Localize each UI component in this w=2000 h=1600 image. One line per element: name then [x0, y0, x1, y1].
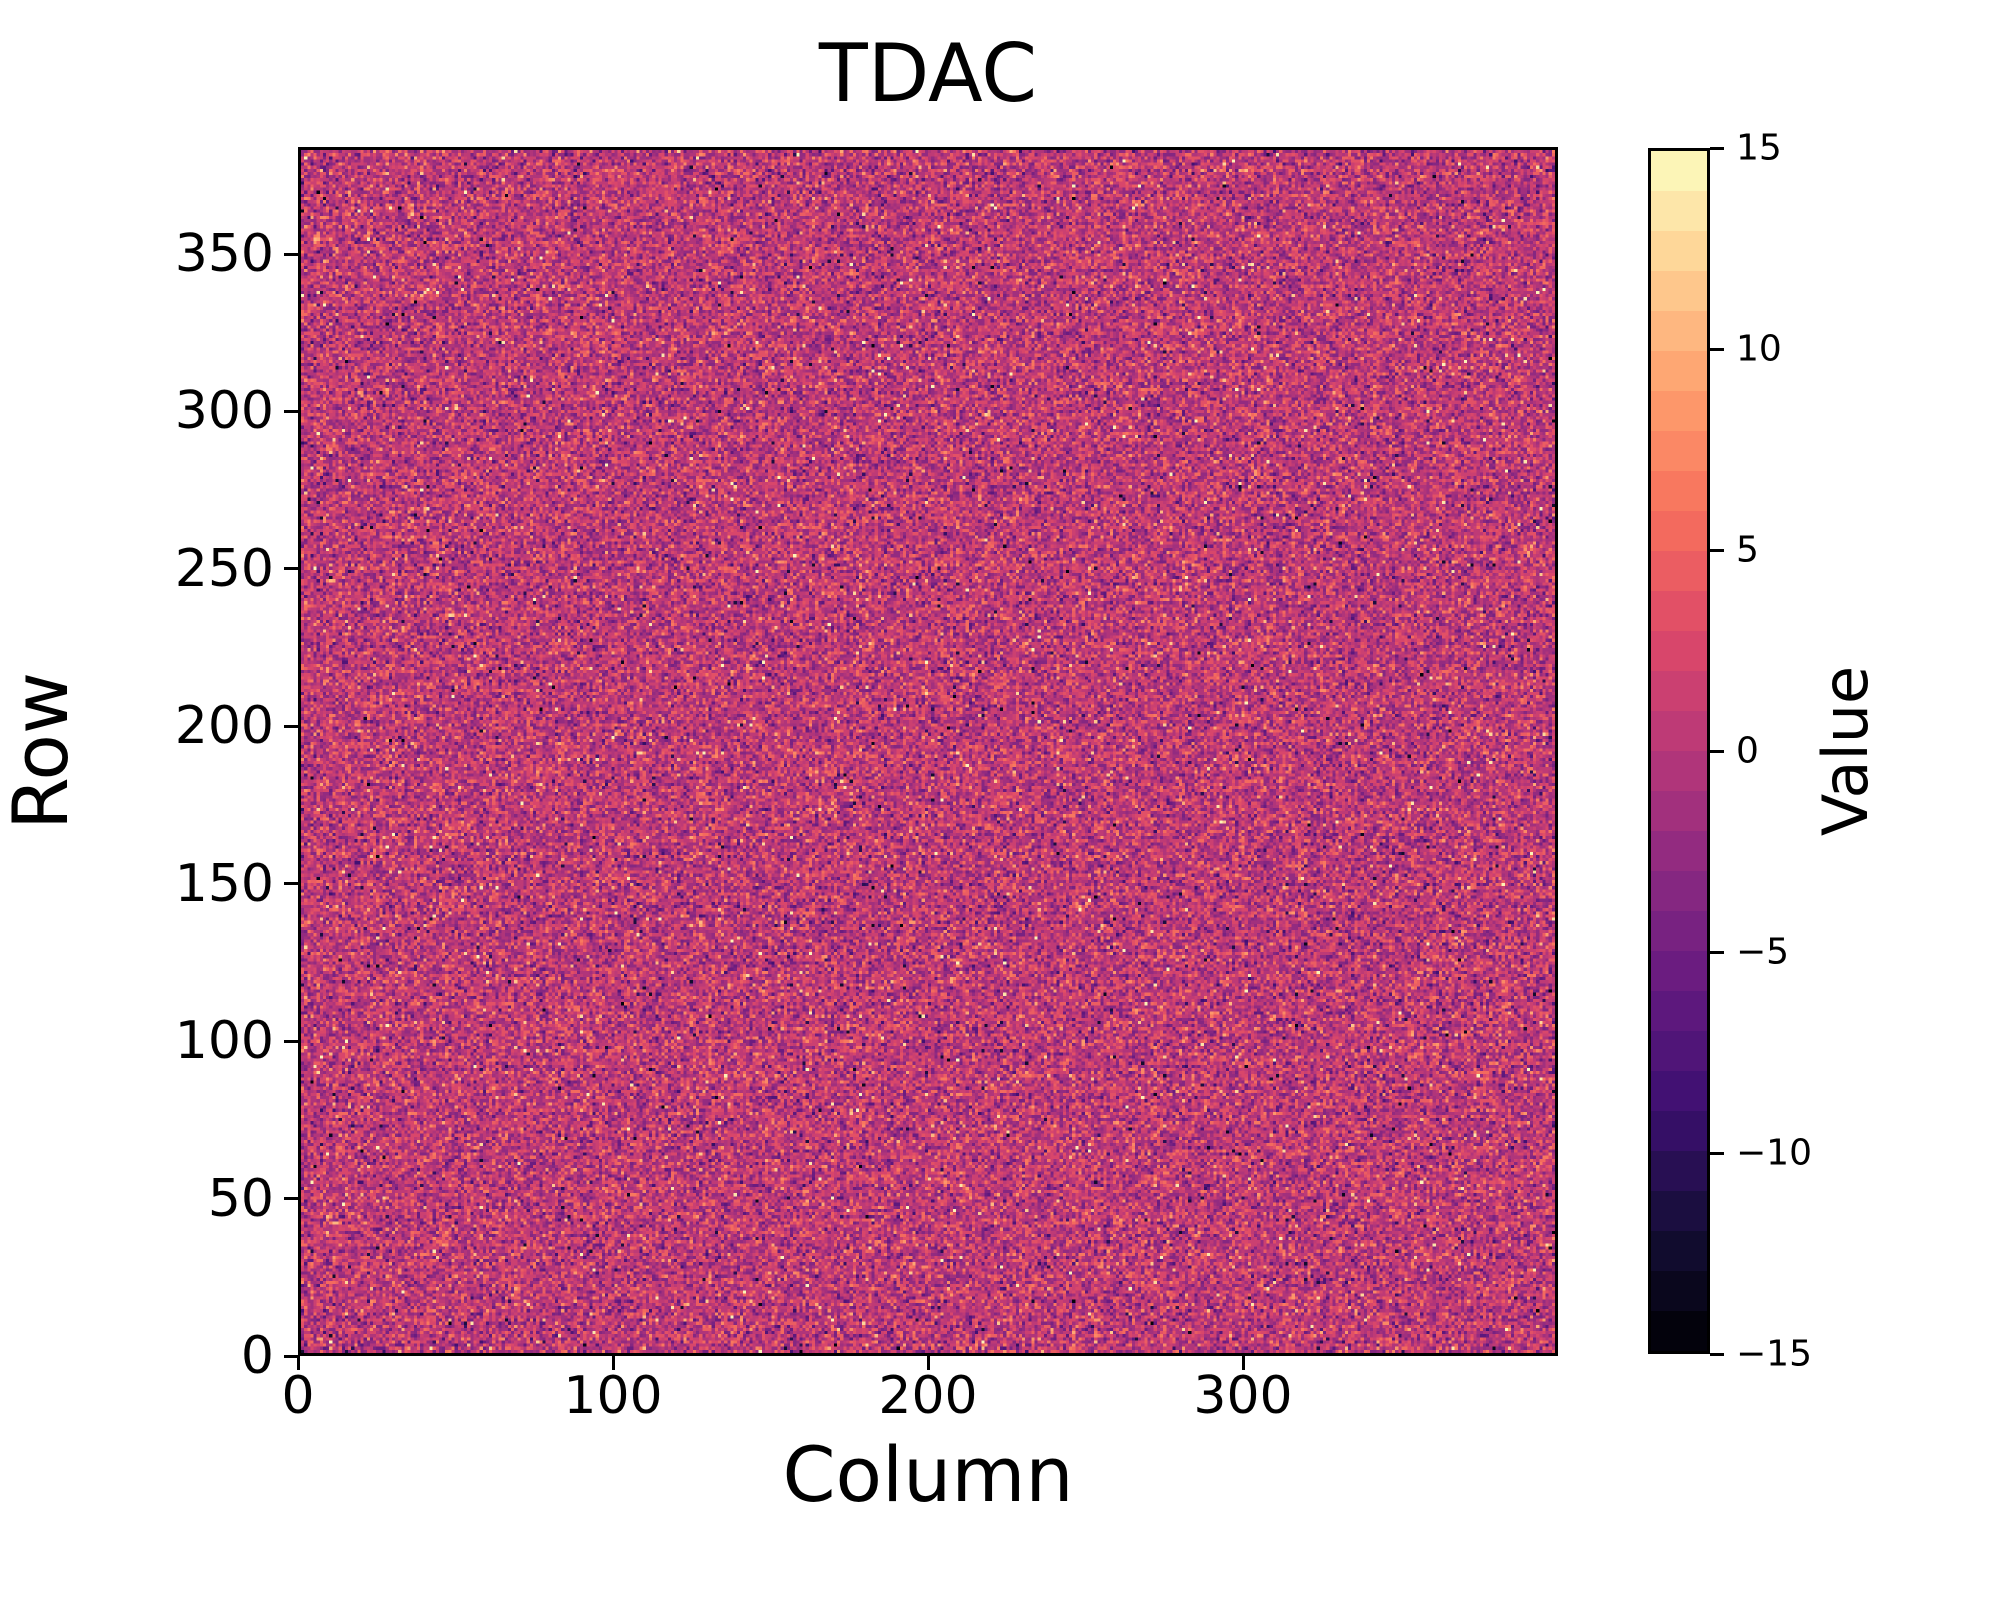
- colorbar-band: [1651, 151, 1707, 191]
- colorbar-band: [1651, 591, 1707, 631]
- y-tick-label: 350: [174, 224, 274, 285]
- colorbar-band: [1651, 631, 1707, 671]
- y-tick-mark: [284, 1354, 298, 1358]
- colorbar-band: [1651, 191, 1707, 231]
- heatmap-image: [301, 150, 1555, 1353]
- colorbar-tick-mark: [1710, 950, 1724, 954]
- colorbar-band: [1651, 511, 1707, 551]
- y-tick-mark: [284, 567, 298, 571]
- colorbar-band: [1651, 1071, 1707, 1111]
- colorbar-band: [1651, 471, 1707, 511]
- colorbar-tick-label: 15: [1736, 127, 1782, 169]
- colorbar-tick-label: 10: [1736, 328, 1782, 370]
- colorbar-band: [1651, 431, 1707, 471]
- colorbar-band: [1651, 911, 1707, 951]
- colorbar-band: [1651, 1191, 1707, 1231]
- y-tick-mark: [284, 1197, 298, 1201]
- colorbar-band: [1651, 831, 1707, 871]
- y-tick-label: 100: [174, 1011, 274, 1072]
- y-tick-mark: [284, 724, 298, 728]
- colorbar-tick-label: −10: [1736, 1132, 1812, 1174]
- y-tick-label: 300: [174, 381, 274, 442]
- y-tick-mark: [284, 882, 298, 886]
- y-tick-label: 50: [207, 1168, 274, 1229]
- y-tick-label: 150: [174, 853, 274, 914]
- colorbar-band: [1651, 1151, 1707, 1191]
- colorbar-tick-mark: [1710, 548, 1724, 552]
- colorbar-band: [1651, 991, 1707, 1031]
- colorbar-tick-label: 0: [1736, 730, 1759, 772]
- colorbar-band: [1651, 751, 1707, 791]
- colorbar-band: [1651, 951, 1707, 991]
- y-tick-label: 250: [174, 538, 274, 599]
- colorbar-tick-mark: [1710, 1151, 1724, 1155]
- colorbar-tick-label: −15: [1736, 1333, 1812, 1375]
- x-tick-label: 200: [878, 1366, 978, 1426]
- colorbar-band: [1651, 671, 1707, 711]
- x-tick-label: 0: [281, 1366, 315, 1426]
- colorbar-tick-label: −5: [1736, 931, 1790, 973]
- colorbar-tick-mark: [1710, 146, 1724, 150]
- colorbar-band: [1651, 1231, 1707, 1271]
- x-tick-label: 100: [563, 1366, 663, 1426]
- y-tick-label: 200: [174, 696, 274, 757]
- y-tick-label: 0: [240, 1326, 274, 1386]
- x-axis-label: Column: [782, 1430, 1074, 1519]
- colorbar-band: [1651, 1111, 1707, 1151]
- y-tick-mark: [284, 409, 298, 413]
- colorbar-tick-mark: [1710, 1352, 1724, 1356]
- colorbar-tick-mark: [1710, 749, 1724, 753]
- colorbar-band: [1651, 551, 1707, 591]
- colorbar-band: [1651, 1031, 1707, 1071]
- colorbar-band: [1651, 311, 1707, 351]
- chart-title: TDAC: [818, 27, 1038, 120]
- x-tick-mark: [611, 1356, 615, 1370]
- colorbar-tick-mark: [1710, 347, 1724, 351]
- x-tick-mark: [296, 1356, 300, 1370]
- colorbar-band: [1651, 1271, 1707, 1311]
- heatmap-plot-area: [298, 147, 1558, 1356]
- colorbar-band: [1651, 711, 1707, 751]
- x-tick-label: 300: [1193, 1366, 1293, 1426]
- colorbar-band: [1651, 871, 1707, 911]
- colorbar: [1648, 148, 1710, 1354]
- y-tick-mark: [284, 252, 298, 256]
- y-tick-mark: [284, 1039, 298, 1043]
- x-tick-mark: [926, 1356, 930, 1370]
- colorbar-band: [1651, 231, 1707, 271]
- colorbar-band: [1651, 271, 1707, 311]
- colorbar-band: [1651, 391, 1707, 431]
- colorbar-band: [1651, 351, 1707, 391]
- colorbar-band: [1651, 1311, 1707, 1351]
- colorbar-band: [1651, 791, 1707, 831]
- x-tick-mark: [1241, 1356, 1245, 1370]
- colorbar-tick-label: 5: [1736, 529, 1759, 571]
